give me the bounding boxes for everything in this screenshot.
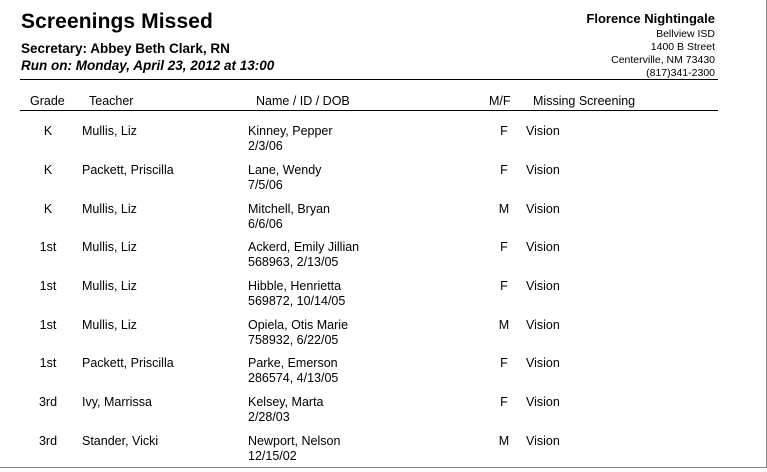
grade-cell: 1st [39, 318, 57, 332]
column-header-grade: Grade [30, 94, 65, 108]
teacher-cell: Ivy, Marrissa [82, 395, 152, 409]
table-row: 1st Mullis, Liz Opiela, Otis Marie 75893… [0, 318, 767, 356]
grade-cell: 3rd [38, 434, 58, 448]
table-row: K Mullis, Liz Kinney, Pepper 2/3/06 F Vi… [0, 124, 767, 162]
teacher-cell: Mullis, Liz [82, 318, 137, 332]
secretary-line: Secretary: Abbey Beth Clark, RN [21, 41, 230, 56]
student-id-dob-cell: 569872, 10/14/05 [248, 294, 346, 308]
school-phone: (817)341-2300 [646, 67, 715, 79]
teacher-cell: Mullis, Liz [82, 202, 137, 216]
run-on-line: Run on: Monday, April 23, 2012 at 13:00 [21, 58, 275, 73]
student-id-dob-cell: 2/28/03 [248, 410, 290, 424]
grade-cell: 3rd [38, 395, 58, 409]
gender-cell: F [500, 279, 508, 293]
gender-cell: M [498, 202, 510, 216]
gender-cell: F [500, 240, 508, 254]
gender-cell: M [498, 434, 510, 448]
student-name-cell: Ackerd, Emily Jillian [248, 240, 360, 254]
grade-cell: K [43, 124, 53, 138]
student-name-cell: Parke, Emerson [248, 356, 338, 370]
missing-screening-cell: Vision [526, 279, 560, 293]
gender-cell: F [500, 395, 508, 409]
grade-cell: K [43, 202, 53, 216]
grade-cell: K [43, 163, 53, 177]
table-row: K Mullis, Liz Mitchell, Bryan 6/6/06 M V… [0, 202, 767, 240]
student-name-cell: Kelsey, Marta [248, 395, 324, 409]
table-row: 3rd Ivy, Marrissa Kelsey, Marta 2/28/03 … [0, 395, 767, 433]
teacher-cell: Mullis, Liz [82, 240, 137, 254]
table-row: 1st Packett, Priscilla Parke, Emerson 28… [0, 356, 767, 394]
column-header-mf: M/F [489, 94, 511, 108]
report-title: Screenings Missed [21, 10, 213, 33]
student-id-dob-cell: 6/6/06 [248, 217, 283, 231]
gender-cell: F [500, 124, 508, 138]
gender-cell: F [500, 163, 508, 177]
school-address-block: Florence Nightingale Bellview ISD 1400 B… [586, 11, 715, 80]
student-id-dob-cell: 568963, 2/13/05 [248, 255, 339, 269]
grade-cell: 1st [39, 240, 57, 254]
teacher-cell: Mullis, Liz [82, 279, 137, 293]
column-header-name: Name / ID / DOB [256, 94, 350, 108]
column-header-missing: Missing Screening [533, 94, 636, 108]
column-header-underline [20, 110, 718, 111]
missing-screening-cell: Vision [526, 240, 560, 254]
teacher-cell: Packett, Priscilla [82, 163, 174, 177]
school-district: Bellview ISD [656, 28, 715, 40]
missing-screening-cell: Vision [526, 395, 560, 409]
table-row: 3rd Stander, Vicki Newport, Nelson 12/15… [0, 434, 767, 472]
table-row: 1st Mullis, Liz Hibble, Henrietta 569872… [0, 279, 767, 317]
gender-cell: F [500, 356, 508, 370]
student-id-dob-cell: 7/5/06 [248, 178, 283, 192]
grade-cell: 1st [39, 356, 57, 370]
missing-screening-cell: Vision [526, 434, 560, 448]
missing-screening-cell: Vision [526, 163, 560, 177]
student-name-cell: Opiela, Otis Marie [248, 318, 349, 332]
missing-screening-cell: Vision [526, 356, 560, 370]
grade-cell: 1st [39, 279, 57, 293]
school-city: Centerville, NM 73430 [611, 54, 715, 66]
teacher-cell: Mullis, Liz [82, 124, 137, 138]
gender-cell: M [498, 318, 510, 332]
student-name-cell: Lane, Wendy [248, 163, 322, 177]
missing-screening-cell: Vision [526, 124, 560, 138]
student-id-dob-cell: 2/3/06 [248, 139, 283, 153]
student-id-dob-cell: 758932, 6/22/05 [248, 333, 339, 347]
student-id-dob-cell: 12/15/02 [248, 449, 297, 463]
teacher-cell: Stander, Vicki [82, 434, 159, 448]
student-name-cell: Mitchell, Bryan [248, 202, 330, 216]
missing-screening-cell: Vision [526, 318, 560, 332]
table-row: 1st Mullis, Liz Ackerd, Emily Jillian 56… [0, 240, 767, 278]
school-name: Florence Nightingale [586, 11, 715, 26]
teacher-cell: Packett, Priscilla [82, 356, 174, 370]
column-header-teacher: Teacher [89, 94, 134, 108]
student-name-cell: Hibble, Henrietta [248, 279, 342, 293]
student-name-cell: Newport, Nelson [248, 434, 341, 448]
school-street: 1400 B Street [650, 41, 715, 53]
table-row: K Packett, Priscilla Lane, Wendy 7/5/06 … [0, 163, 767, 201]
missing-screening-cell: Vision [526, 202, 560, 216]
header-divider [20, 79, 718, 80]
student-name-cell: Kinney, Pepper [248, 124, 333, 138]
student-id-dob-cell: 286574, 4/13/05 [248, 371, 339, 385]
